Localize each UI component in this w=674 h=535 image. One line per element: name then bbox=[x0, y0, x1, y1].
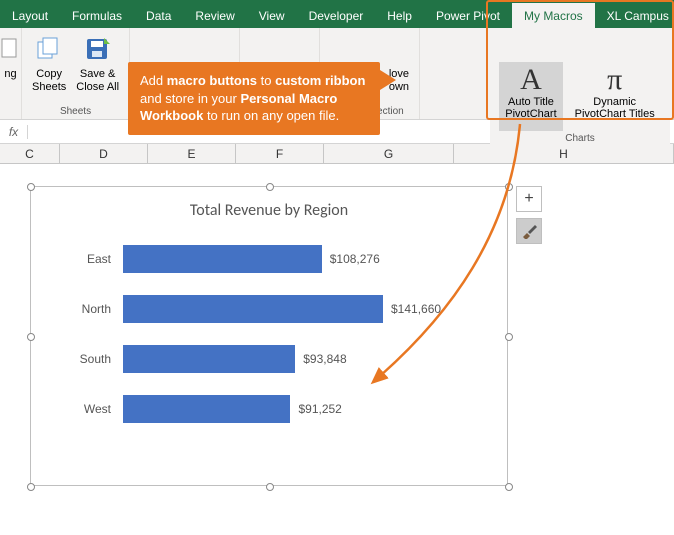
selection-handle[interactable] bbox=[505, 333, 513, 341]
chart-bars: East $108,276 North $141,660 South $93,848 Wes… bbox=[31, 228, 507, 440]
bar-category-label: North bbox=[31, 302, 123, 316]
bar-row: North $141,660 bbox=[31, 284, 487, 334]
column-header-h[interactable]: H bbox=[454, 144, 674, 163]
callout-t2: to bbox=[257, 73, 275, 88]
column-header-d[interactable]: D bbox=[60, 144, 148, 163]
bar-row: South $93,848 bbox=[31, 334, 487, 384]
ribbon-btn-partial[interactable]: ng bbox=[0, 32, 24, 83]
bar[interactable] bbox=[123, 245, 322, 273]
column-header-g[interactable]: G bbox=[324, 144, 454, 163]
ribbon-group-partial-left: ng bbox=[0, 28, 22, 119]
brush-icon bbox=[521, 223, 537, 239]
ribbon-tab-my-macros[interactable]: My Macros bbox=[512, 3, 595, 28]
bar-category-label: West bbox=[31, 402, 123, 416]
worksheet-area[interactable]: Total Revenue by Region East $108,276 Nort… bbox=[0, 164, 674, 534]
ribbon-btn-partial-label: ng bbox=[4, 68, 16, 81]
letter-a-icon: A bbox=[520, 64, 542, 96]
ribbon-tab-xl-campus[interactable]: XL Campus bbox=[595, 3, 674, 28]
callout-t4: to run on any open file. bbox=[203, 108, 339, 123]
bar-value-label: $91,252 bbox=[298, 402, 341, 416]
auto-title-pivotchart-button[interactable]: A Auto Title PivotChart bbox=[499, 62, 562, 131]
pi-icon: π bbox=[607, 64, 622, 96]
chart-object[interactable]: Total Revenue by Region East $108,276 Nort… bbox=[30, 186, 508, 486]
selection-handle[interactable] bbox=[266, 183, 274, 191]
ribbon-tab-data[interactable]: Data bbox=[134, 3, 183, 28]
callout-t1: Add bbox=[140, 73, 167, 88]
copy-sheets-button[interactable]: Copy Sheets bbox=[28, 32, 70, 95]
selection-handle[interactable] bbox=[266, 483, 274, 491]
chart-tools: + bbox=[516, 186, 542, 244]
column-header-e[interactable]: E bbox=[148, 144, 236, 163]
callout-pointer-icon bbox=[380, 70, 396, 90]
bar-row: West $91,252 bbox=[31, 384, 487, 434]
callout-t3: and store in your bbox=[140, 91, 240, 106]
bar[interactable] bbox=[123, 295, 383, 323]
ribbon-tab-developer[interactable]: Developer bbox=[297, 3, 376, 28]
dynamic-pivotchart-titles-button[interactable]: π Dynamic PivotChart Titles bbox=[569, 62, 661, 131]
bar[interactable] bbox=[123, 345, 295, 373]
copy-sheets-icon bbox=[33, 34, 65, 66]
ribbon-tab-view[interactable]: View bbox=[247, 3, 297, 28]
dynamic-titles-label: Dynamic PivotChart Titles bbox=[575, 96, 655, 120]
selection-handle[interactable] bbox=[27, 333, 35, 341]
bar-value-label: $108,276 bbox=[330, 252, 380, 266]
ribbon-group-sheets-label: Sheets bbox=[60, 106, 91, 117]
save-icon bbox=[82, 34, 114, 66]
doc-icon bbox=[0, 34, 24, 66]
arrow-icon bbox=[377, 34, 409, 66]
ribbon-body: ng Copy Sheets Save & Close All Sheets W… bbox=[0, 28, 674, 120]
chart-title[interactable]: Total Revenue by Region bbox=[31, 187, 507, 228]
copy-sheets-label: Copy Sheets bbox=[32, 68, 66, 93]
bar[interactable] bbox=[123, 395, 290, 423]
selection-handle[interactable] bbox=[27, 183, 35, 191]
annotation-callout: Add macro buttons to custom ribbon and s… bbox=[128, 62, 380, 135]
callout-b1: macro buttons bbox=[167, 73, 257, 88]
auto-title-label: Auto Title PivotChart bbox=[505, 96, 556, 120]
plus-icon: + bbox=[524, 190, 533, 208]
fx-label[interactable]: fx bbox=[0, 125, 28, 139]
ribbon-group-sheets: Copy Sheets Save & Close All Sheets bbox=[22, 28, 130, 119]
chart-styles-button[interactable] bbox=[516, 218, 542, 244]
selection-handle[interactable] bbox=[27, 483, 35, 491]
bar-value-label: $141,660 bbox=[391, 302, 441, 316]
column-headers: CDEFGH bbox=[0, 144, 674, 164]
ribbon-tabs: LayoutFormulasDataReviewViewDeveloperHel… bbox=[0, 0, 674, 28]
ribbon-tab-power-pivot[interactable]: Power Pivot bbox=[424, 3, 512, 28]
bar-value-label: $93,848 bbox=[303, 352, 346, 366]
bar-category-label: East bbox=[31, 252, 123, 266]
ribbon-tab-formulas[interactable]: Formulas bbox=[60, 3, 134, 28]
bar-row: East $108,276 bbox=[31, 234, 487, 284]
ribbon-group-charts-label: Charts bbox=[565, 133, 594, 144]
ribbon-group-charts: A Auto Title PivotChart π Dynamic PivotC… bbox=[490, 58, 670, 144]
column-header-f[interactable]: F bbox=[236, 144, 324, 163]
ribbon-tab-layout[interactable]: Layout bbox=[0, 3, 60, 28]
selection-handle[interactable] bbox=[505, 183, 513, 191]
bar-category-label: South bbox=[31, 352, 123, 366]
chart-add-element-button[interactable]: + bbox=[516, 186, 542, 212]
selection-handle[interactable] bbox=[505, 483, 513, 491]
save-close-label: Save & Close All bbox=[76, 68, 119, 93]
save-close-all-button[interactable]: Save & Close All bbox=[72, 32, 123, 95]
callout-b2: custom ribbon bbox=[275, 73, 365, 88]
ribbon-tab-help[interactable]: Help bbox=[375, 3, 424, 28]
column-header-c[interactable]: C bbox=[0, 144, 60, 163]
ribbon-tab-review[interactable]: Review bbox=[183, 3, 246, 28]
